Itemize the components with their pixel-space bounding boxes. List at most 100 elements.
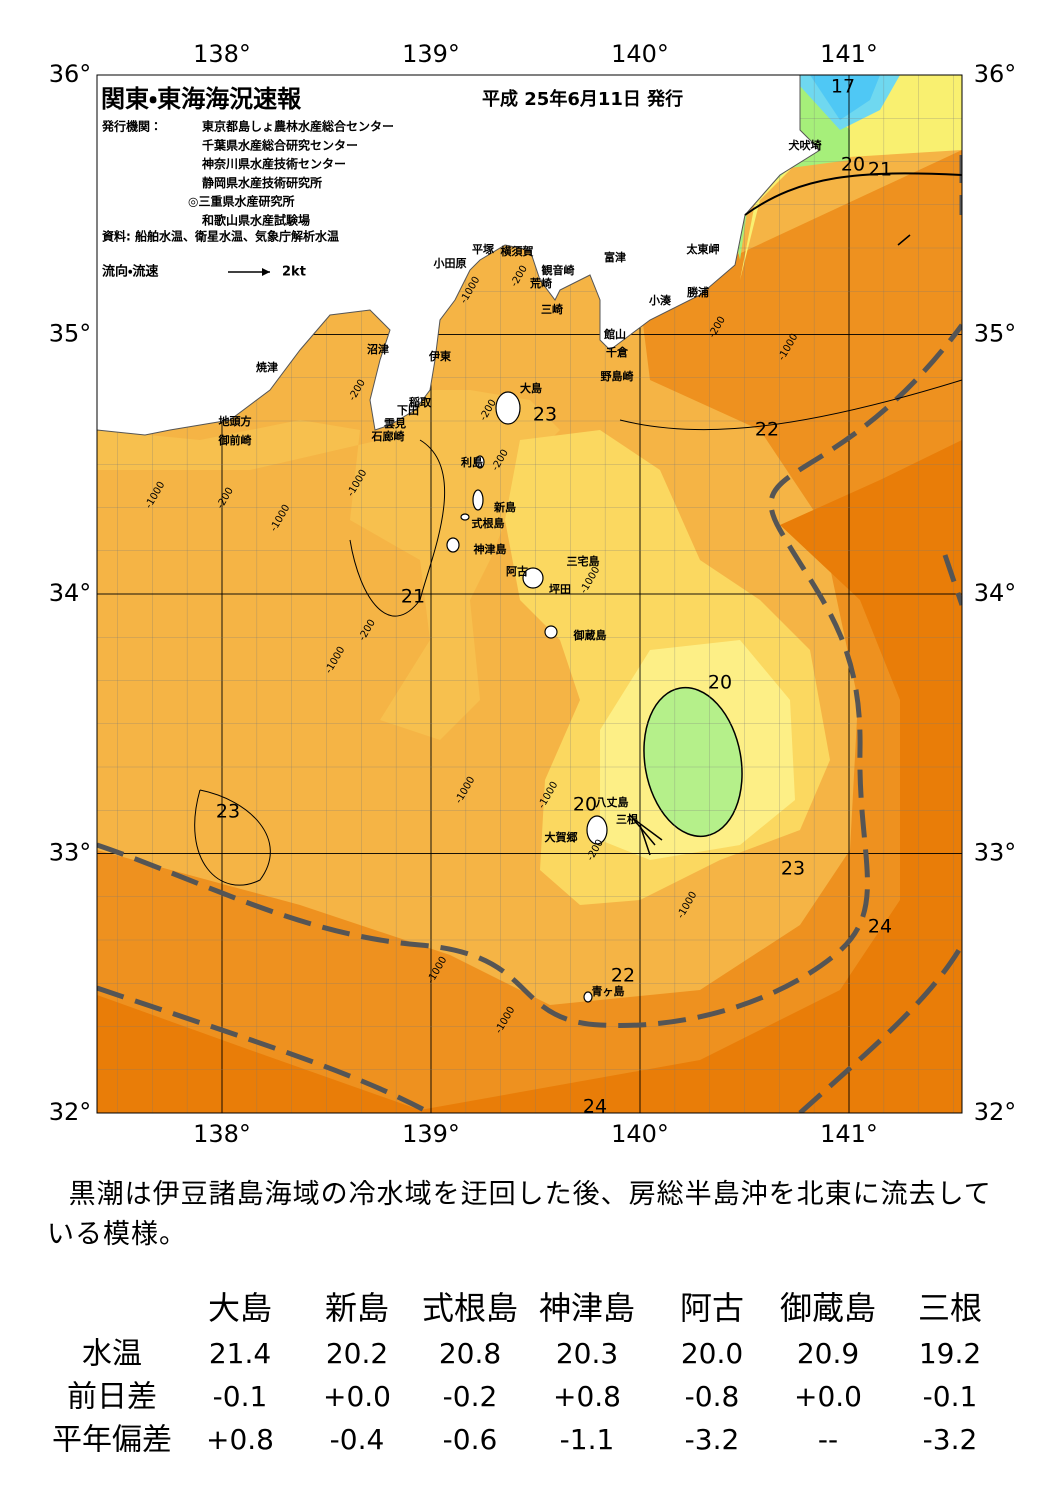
current-arrows — [629, 234, 911, 856]
place-name: 館山 — [603, 327, 626, 341]
island — [544, 625, 558, 639]
current-arrow — [897, 234, 911, 246]
place-name: 石廊崎 — [371, 429, 405, 443]
place-name: 横須賀 — [501, 244, 534, 258]
legend-arrowhead — [262, 268, 270, 276]
longitude-label: 139° — [402, 40, 460, 68]
row-label: 平年偏差 — [52, 1423, 172, 1458]
island — [586, 815, 608, 845]
publisher: 和歌山県水産試験場 — [201, 213, 310, 228]
latitude-label: 34° — [49, 579, 92, 607]
current-arrow — [639, 824, 651, 856]
place-name: 大賀郷 — [545, 830, 578, 844]
latitude-label: 33° — [49, 839, 92, 867]
island — [475, 455, 485, 469]
place-name: 沼津 — [367, 342, 389, 356]
longitude-label: 141° — [820, 40, 878, 68]
island — [446, 537, 460, 553]
current-arrow — [634, 819, 663, 841]
table-cell: -3.2 — [923, 1423, 978, 1456]
place-name: 平塚 — [472, 242, 495, 256]
table-cell: 21.4 — [209, 1337, 271, 1370]
place-name: 小田原 — [433, 256, 467, 270]
table-cell: 20.3 — [556, 1337, 618, 1370]
table-cell: 19.2 — [919, 1337, 981, 1370]
column-header: 神津島 — [539, 1290, 635, 1327]
kuroshio-edge — [798, 943, 962, 1113]
isotherm — [619, 379, 962, 431]
place-name: 式根島 — [472, 516, 505, 530]
isotherm-label: 21 — [401, 586, 425, 608]
warm-water — [97, 150, 962, 1113]
column-header: 大島 — [208, 1290, 272, 1327]
issue-date: 平成 25年6月11日 発行 — [482, 88, 683, 110]
place-name: 雲見 — [384, 417, 406, 430]
place-name: 新島 — [493, 500, 516, 514]
column-header: 新島 — [325, 1290, 389, 1327]
sources: 資料: 船舶水温、衛星水温、気象庁解析水温 — [102, 229, 339, 244]
place-name: 三根 — [616, 812, 639, 826]
place-name: 小湊 — [648, 293, 672, 307]
map-area — [97, 75, 962, 1113]
place-name: 三宅島 — [567, 554, 600, 568]
map-title: 関東・東海海況速報 — [101, 85, 302, 113]
row-label: 前日差 — [67, 1380, 157, 1415]
place-name: 焼津 — [256, 360, 278, 374]
place-name: 稲取 — [409, 395, 432, 409]
oyashio-center — [810, 75, 880, 120]
table-cell: -0.1 — [213, 1380, 268, 1413]
latitude-label: 35° — [974, 320, 1017, 348]
islands — [446, 391, 608, 1003]
place-name: 千倉 — [606, 345, 629, 359]
place-name: 伊東 — [428, 349, 452, 363]
isotherm-label: 23 — [781, 858, 805, 880]
publisher: 神奈川県水産技術センター — [201, 156, 346, 171]
place-name: 勝浦 — [687, 285, 709, 299]
summary: 黒潮は伊豆諸島海域の冷水域を迂回した後、房総半島沖を北東に流去している模様。 — [47, 1179, 992, 1250]
isotherm-label: 23 — [533, 404, 557, 426]
column-header: 御蔵島 — [780, 1290, 876, 1327]
isotherm-label: 20 — [573, 794, 597, 816]
island — [495, 391, 521, 425]
current-legend: 流向・流速 — [102, 264, 158, 280]
column-header: 阿古 — [680, 1290, 744, 1327]
latitude-label: 32° — [974, 1098, 1017, 1126]
island — [472, 489, 484, 511]
table-cell: +0.0 — [323, 1380, 391, 1413]
latitude-label: 34° — [974, 579, 1017, 607]
current-scale: 2kt — [282, 265, 306, 280]
place-name: 坪田 — [549, 583, 571, 596]
isotherm — [744, 172, 962, 216]
island — [522, 567, 544, 589]
place-name: 阿古 — [506, 564, 528, 578]
current-arrow — [629, 814, 656, 846]
kuroshio-edge — [942, 554, 962, 606]
place-name: 大島 — [520, 381, 542, 395]
column-header: 式根島 — [422, 1290, 518, 1327]
table-cell: 20.2 — [326, 1337, 388, 1370]
column-header: 三根 — [918, 1290, 982, 1327]
island — [460, 513, 470, 521]
isotherm-label: 22 — [611, 965, 635, 987]
row-label: 水温 — [82, 1337, 142, 1372]
isotherm-label: 23 — [216, 801, 240, 823]
island — [583, 991, 593, 1003]
map: 関東・東海海況速報 平成 25年6月11日 発行 発行機関： 資料: 船舶水温、… — [49, 40, 1017, 1148]
table-cell: -1.1 — [560, 1423, 615, 1456]
longitude-label: 140° — [611, 40, 669, 68]
kuroshio-edge — [97, 985, 432, 1113]
longitude-label: 141° — [820, 1120, 878, 1148]
longitude-label: 139° — [402, 1120, 460, 1148]
table-cell: -0.8 — [685, 1380, 740, 1413]
longitude-label: 138° — [193, 1120, 251, 1148]
isotherm-label: 22 — [755, 419, 779, 441]
table-cell: 20.9 — [797, 1337, 859, 1370]
table-cell: +0.8 — [553, 1380, 621, 1413]
isotherm-label: 21 — [868, 159, 892, 181]
publisher: 東京都島しょ農林水産総合センター — [202, 119, 394, 134]
map-frame — [96, 74, 963, 1114]
table-cell: -0.2 — [443, 1380, 498, 1413]
isotherm — [349, 439, 445, 617]
